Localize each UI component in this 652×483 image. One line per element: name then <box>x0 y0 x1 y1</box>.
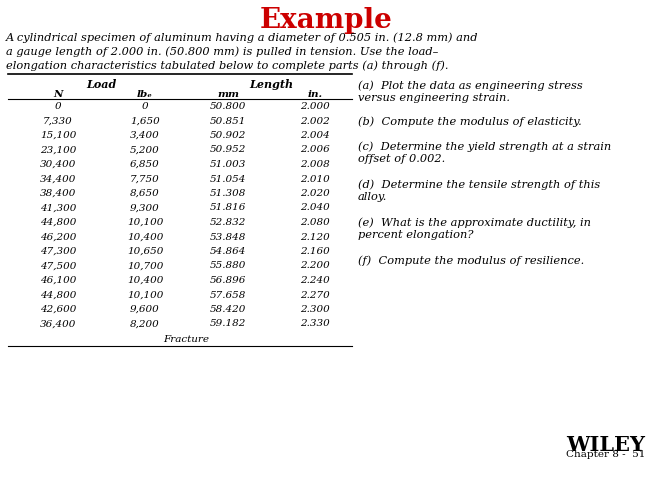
Text: 54.864: 54.864 <box>210 247 246 256</box>
Text: 10,400: 10,400 <box>126 232 163 242</box>
Text: 51.003: 51.003 <box>210 160 246 169</box>
Text: 2.240: 2.240 <box>300 276 330 285</box>
Text: Example: Example <box>259 7 393 34</box>
Text: 2.040: 2.040 <box>300 203 330 213</box>
Text: 2.004: 2.004 <box>300 131 330 140</box>
Text: 8,650: 8,650 <box>130 189 160 198</box>
Text: 47,300: 47,300 <box>40 247 76 256</box>
Text: Fracture: Fracture <box>164 335 209 344</box>
Text: 44,800: 44,800 <box>40 218 76 227</box>
Text: in.: in. <box>308 90 323 99</box>
Text: 2.080: 2.080 <box>300 218 330 227</box>
Text: 1,650: 1,650 <box>130 116 160 126</box>
Text: Load: Load <box>86 79 117 90</box>
Text: 2.020: 2.020 <box>300 189 330 198</box>
Text: (d)  Determine the tensile strength of this: (d) Determine the tensile strength of th… <box>358 179 600 189</box>
Text: 10,100: 10,100 <box>126 290 163 299</box>
Text: 36,400: 36,400 <box>40 319 76 328</box>
Text: 2.010: 2.010 <box>300 174 330 184</box>
Text: 46,200: 46,200 <box>40 232 76 242</box>
Text: 2.002: 2.002 <box>300 116 330 126</box>
Text: 2.008: 2.008 <box>300 160 330 169</box>
Text: mm: mm <box>217 90 239 99</box>
Text: 23,100: 23,100 <box>40 145 76 155</box>
Text: (a)  Plot the data as engineering stress: (a) Plot the data as engineering stress <box>358 80 583 90</box>
Text: Chapter 8 -  51: Chapter 8 - 51 <box>566 450 645 459</box>
Text: WILEY: WILEY <box>566 435 645 455</box>
Text: 15,100: 15,100 <box>40 131 76 140</box>
Text: N: N <box>53 90 63 99</box>
Text: a gauge length of 2.000 in. (50.800 mm) is pulled in tension. Use the load–: a gauge length of 2.000 in. (50.800 mm) … <box>6 46 438 57</box>
Text: 56.896: 56.896 <box>210 276 246 285</box>
Text: 0: 0 <box>55 102 61 111</box>
Text: 50.952: 50.952 <box>210 145 246 155</box>
Text: 53.848: 53.848 <box>210 232 246 242</box>
Text: (c)  Determine the yield strength at a strain: (c) Determine the yield strength at a st… <box>358 141 612 152</box>
Text: 42,600: 42,600 <box>40 305 76 314</box>
Text: (b)  Compute the modulus of elasticity.: (b) Compute the modulus of elasticity. <box>358 116 582 127</box>
Text: alloy.: alloy. <box>358 192 387 202</box>
Text: 9,600: 9,600 <box>130 305 160 314</box>
Text: 2.120: 2.120 <box>300 232 330 242</box>
Text: (e)  What is the approximate ductility, in: (e) What is the approximate ductility, i… <box>358 217 591 227</box>
Text: 41,300: 41,300 <box>40 203 76 213</box>
Text: versus engineering strain.: versus engineering strain. <box>358 93 510 103</box>
Text: 0: 0 <box>141 102 148 111</box>
Text: 2.160: 2.160 <box>300 247 330 256</box>
Text: 8,200: 8,200 <box>130 319 160 328</box>
Text: 47,500: 47,500 <box>40 261 76 270</box>
Text: 50.800: 50.800 <box>210 102 246 111</box>
Text: elongation characteristics tabulated below to complete parts (a) through (f).: elongation characteristics tabulated bel… <box>6 60 449 71</box>
Text: 57.658: 57.658 <box>210 290 246 299</box>
Text: percent elongation?: percent elongation? <box>358 230 473 240</box>
Text: offset of 0.002.: offset of 0.002. <box>358 154 445 164</box>
Text: 50.851: 50.851 <box>210 116 246 126</box>
Text: 5,200: 5,200 <box>130 145 160 155</box>
Text: 50.902: 50.902 <box>210 131 246 140</box>
Text: 2.200: 2.200 <box>300 261 330 270</box>
Text: (f)  Compute the modulus of resilience.: (f) Compute the modulus of resilience. <box>358 255 584 266</box>
Text: 44,800: 44,800 <box>40 290 76 299</box>
Text: 30,400: 30,400 <box>40 160 76 169</box>
Text: 7,750: 7,750 <box>130 174 160 184</box>
Text: 2.330: 2.330 <box>300 319 330 328</box>
Text: lbₑ: lbₑ <box>137 90 153 99</box>
Text: 2.000: 2.000 <box>300 102 330 111</box>
Text: 10,650: 10,650 <box>126 247 163 256</box>
Text: 7,330: 7,330 <box>43 116 73 126</box>
Text: 51.308: 51.308 <box>210 189 246 198</box>
Text: 46,100: 46,100 <box>40 276 76 285</box>
Text: 10,700: 10,700 <box>126 261 163 270</box>
Text: 38,400: 38,400 <box>40 189 76 198</box>
Text: 59.182: 59.182 <box>210 319 246 328</box>
Text: 58.420: 58.420 <box>210 305 246 314</box>
Text: 55.880: 55.880 <box>210 261 246 270</box>
Text: 51.816: 51.816 <box>210 203 246 213</box>
Text: 10,100: 10,100 <box>126 218 163 227</box>
Text: 6,850: 6,850 <box>130 160 160 169</box>
Text: A cylindrical specimen of aluminum having a diameter of 0.505 in. (12.8 mm) and: A cylindrical specimen of aluminum havin… <box>6 32 479 43</box>
Text: 2.270: 2.270 <box>300 290 330 299</box>
Text: 52.832: 52.832 <box>210 218 246 227</box>
Text: 51.054: 51.054 <box>210 174 246 184</box>
Text: 9,300: 9,300 <box>130 203 160 213</box>
Text: 10,400: 10,400 <box>126 276 163 285</box>
Text: 3,400: 3,400 <box>130 131 160 140</box>
Text: 2.006: 2.006 <box>300 145 330 155</box>
Text: Length: Length <box>250 79 293 90</box>
Text: 2.300: 2.300 <box>300 305 330 314</box>
Text: 34,400: 34,400 <box>40 174 76 184</box>
